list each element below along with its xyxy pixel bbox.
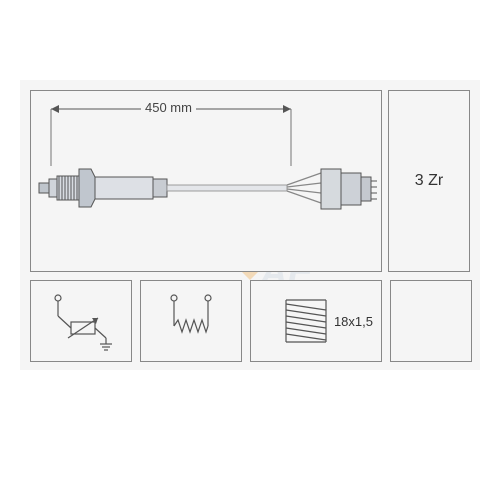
spacer-box	[390, 280, 472, 362]
dimension-label: 450 mm	[141, 100, 196, 115]
main-drawing-box: 450 mm	[30, 90, 382, 272]
diagram-canvas: AE	[20, 80, 480, 370]
symbol-box-heater	[30, 280, 132, 362]
material-label: 3 Zr	[415, 172, 443, 190]
symbol-box-thread: 18x1,5	[250, 280, 382, 362]
thread-label: 18x1,5	[334, 314, 373, 329]
symbol-box-resistor	[140, 280, 242, 362]
material-box: 3 Zr	[388, 90, 470, 272]
